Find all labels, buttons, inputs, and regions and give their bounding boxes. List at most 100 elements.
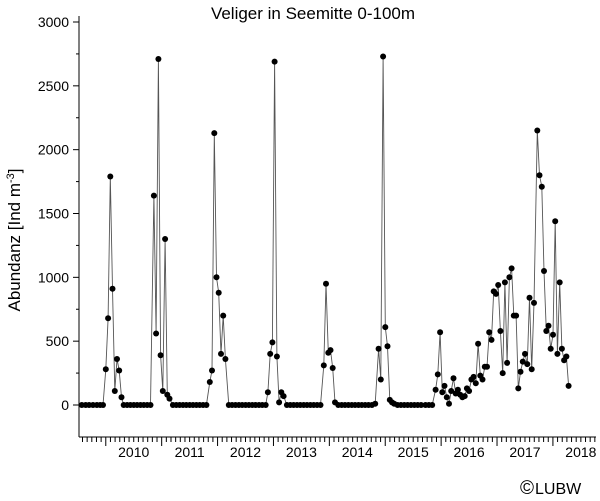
data-point [470, 373, 477, 380]
data-point [550, 331, 556, 338]
data-point [264, 389, 271, 396]
data-point [517, 368, 524, 375]
data-point [215, 289, 222, 296]
x-tick-label: 2016 [454, 444, 485, 460]
x-tick-label: 2014 [342, 444, 373, 460]
x-tick-label: 2010 [118, 444, 149, 460]
data-point [484, 363, 490, 370]
data-point [262, 402, 269, 408]
y-tick-label: 1500 [38, 206, 69, 222]
data-point [276, 399, 283, 406]
data-point [450, 375, 457, 382]
data-point [538, 183, 545, 190]
data-point [111, 388, 118, 394]
data-point [153, 330, 160, 337]
data-point [157, 352, 164, 359]
data-point [380, 53, 387, 60]
data-point [220, 312, 227, 319]
series-line [81, 56, 570, 406]
y-tick-label: 0 [61, 397, 69, 413]
data-point [147, 402, 154, 408]
data-point [504, 359, 511, 366]
data-point [155, 56, 162, 62]
data-point [466, 388, 473, 394]
data-point [558, 345, 565, 352]
data-point [222, 356, 229, 362]
data-point [418, 402, 425, 408]
data-point [534, 127, 541, 134]
data-point [495, 282, 502, 288]
data-point [499, 370, 506, 377]
x-tick-label: 2013 [286, 444, 317, 460]
data-point [519, 358, 526, 365]
data-point [166, 395, 173, 402]
data-point [528, 366, 535, 373]
data-point [437, 329, 444, 336]
data-point [429, 402, 436, 408]
credit-label: ©LUBW [520, 478, 582, 499]
data-point [162, 236, 169, 242]
data-point [213, 274, 220, 281]
data-point [497, 328, 504, 334]
data-point [432, 386, 439, 393]
data-point [320, 362, 327, 369]
chart-title: Veliger in Seemitte 0-100m [211, 4, 415, 23]
data-point [531, 299, 537, 306]
data-point [434, 371, 441, 378]
data-point [488, 336, 495, 343]
data-point [377, 376, 384, 383]
x-tick-label: 2018 [565, 444, 596, 460]
data-point [209, 367, 215, 374]
data-point [273, 353, 280, 360]
data-point [382, 324, 389, 331]
data-point [271, 58, 278, 65]
data-point [150, 192, 157, 199]
x-axis: 2010 2011 2012 2013 2014 2015 2016 2017 2018 [79, 436, 597, 460]
data-point [545, 322, 552, 329]
y-tick-label: 1000 [38, 269, 69, 285]
data-point [565, 382, 572, 389]
data-point [472, 380, 479, 387]
data-point [105, 315, 112, 322]
data-point [541, 268, 547, 274]
data-point [317, 402, 324, 408]
data-point [118, 394, 125, 401]
data-point [513, 312, 520, 319]
series-points [78, 53, 572, 408]
data-point [107, 173, 114, 180]
data-point [547, 345, 554, 352]
data-point [159, 388, 166, 394]
data-point [563, 353, 570, 360]
data-point [211, 130, 218, 137]
data-point [280, 393, 287, 400]
data-point [116, 367, 123, 374]
data-point [441, 382, 448, 389]
data-point [218, 350, 224, 357]
data-point [269, 339, 276, 346]
data-point [102, 366, 109, 373]
data-point [323, 280, 329, 287]
data-point [515, 385, 522, 392]
data-point [443, 394, 450, 401]
data-point [454, 386, 461, 393]
data-point [522, 350, 528, 357]
data-point [475, 340, 482, 347]
y-tick-label: 2500 [38, 78, 69, 94]
data-point [267, 350, 274, 357]
data-point [486, 329, 493, 336]
y-axis: 0 500 1000 1500 2000 2500 3000 [38, 14, 80, 437]
data-point [543, 328, 550, 334]
data-point [461, 393, 468, 400]
data-point [448, 388, 455, 394]
x-tick-label: 2015 [398, 444, 429, 460]
data-point [508, 265, 515, 272]
data-point [109, 285, 116, 292]
data-point [206, 379, 213, 385]
data-point [100, 402, 106, 408]
data-point [526, 294, 533, 301]
data-point [506, 274, 513, 281]
y-tick-label: 2000 [38, 142, 69, 158]
data-point [524, 361, 531, 368]
data-point [114, 356, 120, 362]
